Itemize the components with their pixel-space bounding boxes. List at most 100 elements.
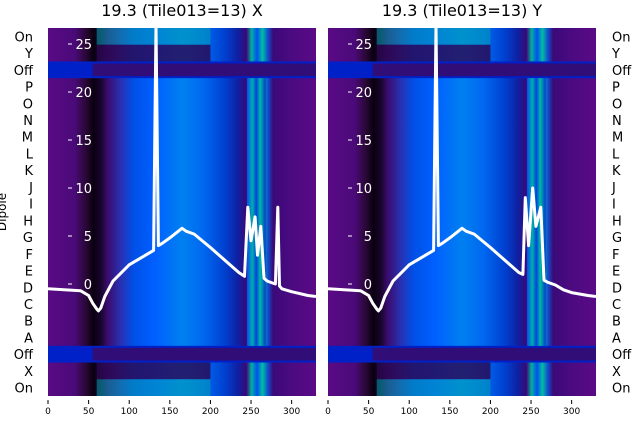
dipole-label: Off: [14, 64, 34, 79]
x-tick-label: 250: [522, 407, 539, 417]
dipole-label: Off: [612, 348, 632, 363]
dipole-label: L: [26, 147, 34, 162]
y-axis-label: Dipole: [0, 193, 9, 231]
dipole-label: X: [612, 365, 621, 380]
spectrum-overlay-y: [328, 28, 596, 313]
dipole-label: Y: [611, 47, 620, 62]
dipole-label: J: [611, 181, 616, 196]
x-tick-label: 150: [161, 407, 178, 417]
heatmap-row: [328, 312, 596, 330]
heatmap-row-overlay: [376, 379, 491, 396]
heatmap-off-band: [372, 347, 596, 361]
heatmap-row: [48, 312, 316, 330]
overlay-y-tick-label: 20: [355, 86, 372, 101]
dipole-label: M: [612, 131, 623, 146]
heatmap-row-overlay: [96, 362, 211, 380]
dipole-label: Off: [14, 348, 34, 363]
dipole-label: A: [612, 331, 621, 346]
dipole-label: E: [25, 265, 33, 280]
overlay-y-tick-label: 0: [84, 278, 92, 293]
heatmap-row-overlay: [376, 28, 491, 46]
heatmap-row: [328, 295, 596, 313]
overlay-y-tick-label: 15: [75, 134, 92, 149]
dipole-label: I: [29, 198, 33, 213]
dipole-label: N: [612, 114, 622, 129]
dipole-label: L: [612, 147, 620, 162]
dipole-label: C: [24, 298, 33, 313]
heatmap-off-band: [92, 347, 316, 361]
heatmap-y: [328, 28, 596, 396]
panel-x: 19.3 (Tile013=13) X 0 5 10 15 20 25 On Y Off PON…: [0, 1, 316, 417]
overlay-y-tick-label: 5: [84, 230, 92, 245]
overlay-y-tick-label: 25: [355, 38, 372, 53]
dipole-label: B: [612, 315, 621, 330]
chart-title-y: 19.3 (Tile013=13) Y: [382, 1, 543, 20]
x-tick-label: 0: [45, 407, 51, 417]
x-tick-label: 100: [401, 407, 418, 417]
stripe-band: [526, 78, 546, 346]
x-tick-label: 300: [563, 407, 580, 417]
x-tick-label: 50: [363, 407, 375, 417]
overlay-y-ticks-x: 0 5 10 15 20 25: [68, 38, 92, 293]
heatmap-x: [48, 28, 316, 396]
dipole-label: K: [24, 164, 33, 179]
heatmap-row: [328, 111, 596, 129]
dipole-label: D: [23, 281, 33, 296]
x-tick-label: 50: [83, 407, 95, 417]
dipole-label: Off: [612, 64, 632, 79]
dipole-label: P: [25, 81, 33, 96]
overlay-y-tick-label: 20: [75, 86, 92, 101]
dipole-label: B: [24, 315, 33, 330]
overlay-y-tick-label: 0: [364, 278, 372, 293]
dipole-label: G: [23, 231, 33, 246]
heatmap-row: [48, 111, 316, 129]
spectrum-line: [328, 28, 596, 313]
spectrum-line: [48, 28, 316, 313]
heatmap-row-overlay: [376, 44, 491, 62]
heatmap-row: [328, 161, 596, 180]
x-axis-y: 0 50 100 150 200 250 300: [325, 400, 580, 417]
overlay-y-ticks-y: 0 5 10 15 20 25: [348, 38, 372, 293]
heatmap-off-band: [92, 63, 316, 77]
dipole-label: G: [612, 231, 622, 246]
dipole-label: F: [26, 248, 33, 263]
heatmap-row-overlay: [96, 379, 211, 396]
dipole-label: E: [612, 265, 620, 280]
heatmap-off-band: [372, 63, 596, 77]
dipole-label: P: [612, 81, 620, 96]
stripe-band: [246, 78, 266, 346]
heatmap-row: [328, 262, 596, 280]
dipole-label: I: [612, 198, 616, 213]
heatmap-row-overlay: [96, 28, 211, 46]
panel-y: 19.3 (Tile013=13) Y 0 5 10 15 20 25 On Y Off PON…: [325, 1, 632, 417]
heatmap-row: [328, 329, 596, 347]
x-tick-label: 250: [242, 407, 259, 417]
dipole-label: O: [612, 97, 622, 112]
x-tick-label: 100: [121, 407, 138, 417]
heatmap-row-overlay: [376, 362, 491, 380]
x-tick-label: 150: [441, 407, 458, 417]
heatmap-row: [328, 212, 596, 230]
heatmap-row: [328, 245, 596, 263]
dipole-label: N: [23, 114, 33, 129]
overlay-y-tick-label: 5: [364, 230, 372, 245]
dipole-label: K: [612, 164, 621, 179]
dipole-label: F: [612, 248, 619, 263]
dipole-label: X: [24, 365, 33, 380]
overlay-y-tick-label: 25: [75, 38, 92, 53]
dipole-label: D: [612, 281, 622, 296]
heatmap-row: [328, 195, 596, 213]
x-tick-label: 200: [482, 407, 499, 417]
heatmap-row: [48, 295, 316, 313]
overlay-y-tick-label: 15: [355, 134, 372, 149]
x-tick-label: 300: [283, 407, 300, 417]
heatmap-row: [48, 161, 316, 180]
x-tick-label: 200: [202, 407, 219, 417]
dipole-label: H: [23, 214, 33, 229]
heatmap-row: [48, 329, 316, 347]
dipole-label: J: [28, 181, 33, 196]
overlay-y-tick-label: 10: [75, 182, 92, 197]
